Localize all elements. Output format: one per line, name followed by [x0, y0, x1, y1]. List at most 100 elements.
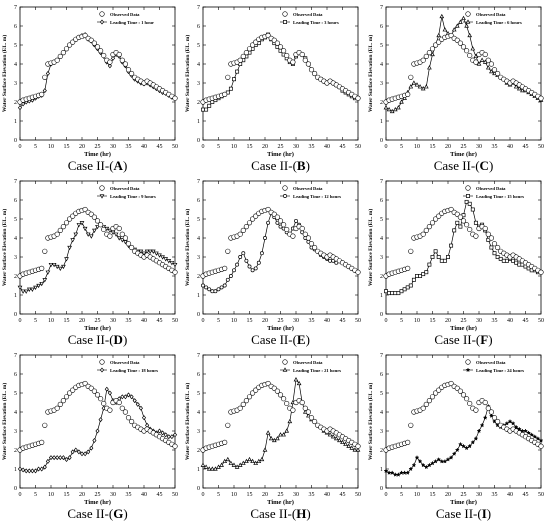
- x-tick-label: 20: [262, 492, 268, 498]
- observed-point: [57, 53, 63, 60]
- observed-point: [467, 226, 473, 233]
- forecast-point: [532, 434, 538, 439]
- y-tick-label: 2: [380, 274, 383, 280]
- observed-point: [305, 409, 311, 415]
- observed-point: [460, 218, 467, 224]
- y-tick-label: 5: [14, 391, 17, 397]
- observed-point: [42, 422, 48, 428]
- observed-point: [463, 222, 470, 228]
- forecast-point: [17, 105, 23, 111]
- y-tick-label: 3: [197, 429, 200, 435]
- observed-point: [60, 223, 67, 230]
- legend-observed-label: Observed Data: [110, 12, 140, 17]
- forecast-point: [57, 266, 63, 272]
- observed-point: [237, 405, 243, 411]
- y-tick-label: 7: [197, 179, 200, 185]
- forecast-point: [207, 287, 212, 292]
- forecast-point: [424, 270, 429, 275]
- forecast-point: [76, 449, 81, 455]
- observed-point: [39, 265, 45, 271]
- forecast-point: [395, 472, 401, 477]
- panel-caption: Case II-(H): [250, 506, 310, 521]
- forecast-point: [504, 420, 510, 426]
- forecast-point: [235, 262, 240, 267]
- forecast-point: [222, 283, 227, 288]
- x-tick-label: 40: [141, 492, 147, 498]
- observed-point: [429, 394, 436, 400]
- forecast-point: [482, 59, 488, 64]
- forecast-point: [27, 468, 32, 474]
- forecast-point: [446, 255, 450, 259]
- plot-frame: [202, 6, 359, 141]
- observed-point: [97, 396, 104, 402]
- observed-point: [122, 235, 128, 241]
- y-tick-label: 2: [197, 448, 200, 454]
- forecast-point: [464, 199, 469, 204]
- x-axis-label: Time (hr): [450, 325, 477, 332]
- y-tick-label: 1: [14, 119, 17, 125]
- forecast-point: [238, 255, 243, 259]
- observed-point: [39, 91, 45, 97]
- x-tick-label: 35: [492, 492, 498, 498]
- forecast-point: [516, 426, 522, 432]
- y-tick-label: 4: [14, 236, 17, 242]
- observed-point: [274, 388, 280, 394]
- observed-point: [129, 70, 135, 77]
- forecast-point: [439, 258, 444, 263]
- x-tick-label: 0: [385, 144, 388, 150]
- y-tick-label: 6: [197, 24, 200, 30]
- observed-point: [305, 235, 311, 241]
- forecast-point: [414, 82, 420, 87]
- y-axis-label: Water Surface Elevation (EL. m): [367, 383, 374, 461]
- x-tick-label: 25: [461, 318, 467, 324]
- y-tick-label: 7: [14, 353, 17, 359]
- y-tick-label: 5: [197, 43, 200, 49]
- x-tick-label: 10: [414, 144, 420, 150]
- y-tick-label: 1: [197, 293, 200, 299]
- forecast-point: [294, 218, 298, 223]
- x-tick-label: 0: [19, 318, 22, 324]
- y-tick-label: 1: [380, 119, 383, 125]
- forecast-point: [52, 455, 57, 461]
- observed-point: [420, 231, 426, 237]
- forecast-point: [232, 268, 236, 273]
- legend-observed-label: Observed Data: [110, 360, 140, 365]
- forecast-point: [64, 457, 69, 462]
- observed-point: [225, 422, 231, 428]
- observed-point: [116, 399, 122, 406]
- forecast-point: [76, 223, 82, 228]
- x-tick-label: 45: [523, 318, 529, 324]
- y-tick-label: 3: [197, 255, 200, 261]
- forecast-point: [439, 458, 445, 464]
- forecast-point: [204, 107, 209, 112]
- forecast-point: [39, 466, 44, 472]
- forecast-point: [104, 386, 109, 392]
- forecast-point: [417, 458, 423, 464]
- forecast-point: [327, 432, 333, 437]
- observed-point: [284, 400, 290, 407]
- forecast-point: [411, 462, 417, 468]
- forecast-point: [135, 401, 140, 407]
- forecast-point: [225, 456, 231, 462]
- legend-observed-marker: [99, 11, 105, 17]
- legend-forecast-label: Leading Time : 3 hours: [293, 20, 339, 25]
- x-tick-label: 25: [95, 144, 101, 150]
- x-tick-label: 5: [400, 492, 403, 498]
- x-axis-label: Time (hr): [267, 499, 294, 506]
- forecast-point: [328, 258, 333, 263]
- y-tick-label: 6: [14, 198, 17, 204]
- forecast-point: [83, 451, 88, 457]
- y-tick-label: 7: [380, 353, 383, 359]
- forecast-point: [17, 466, 23, 472]
- observed-point: [243, 49, 250, 56]
- forecast-point: [107, 390, 112, 396]
- forecast-point: [489, 245, 494, 250]
- x-tick-label: 10: [48, 144, 54, 150]
- observed-point: [237, 57, 243, 63]
- x-tick-label: 35: [492, 144, 498, 150]
- panel-caption: Case II-(F): [434, 332, 492, 347]
- observed-point: [355, 269, 361, 275]
- forecast-point: [517, 262, 522, 267]
